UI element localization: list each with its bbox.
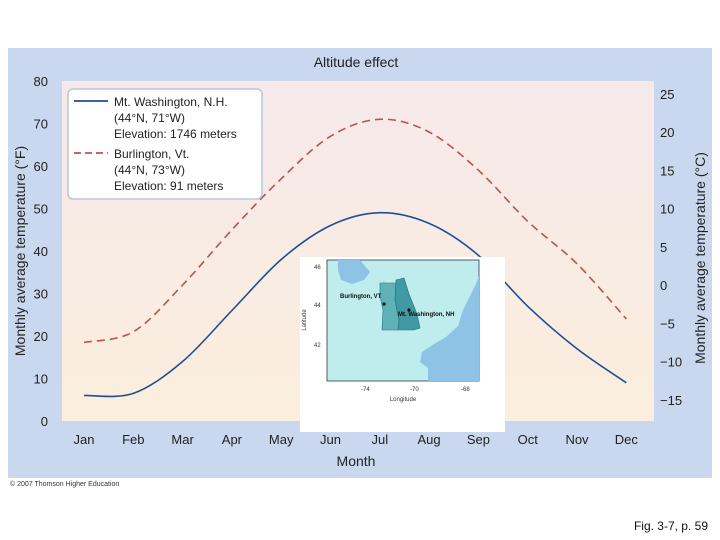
x-axis-label: Month <box>337 453 376 469</box>
legend-coords-burlington: (44°N, 73°W) <box>114 163 185 177</box>
x-tick-apr: Apr <box>222 432 243 447</box>
figure-panel: Altitude effect 0 10 20 30 40 50 60 70 80 −15 −10… <box>8 48 712 478</box>
y-tick-right-20: 20 <box>660 125 674 140</box>
legend-label-mt-washington: Mt. Washington, N.H. <box>114 95 228 109</box>
legend-elevation-burlington: Elevation: 91 meters <box>114 179 223 193</box>
inset-lon-tick-70: -70 <box>410 387 419 393</box>
inset-lat-label: Latitude <box>302 309 308 331</box>
inset-lat-tick-44: 44 <box>314 303 321 309</box>
x-tick-jun: Jun <box>320 432 341 447</box>
copyright-notice: © 2007 Thomson Higher Education <box>10 481 120 488</box>
y-tick-right-5: 5 <box>660 240 667 255</box>
x-tick-nov: Nov <box>565 432 589 447</box>
legend-label-burlington: Burlington, Vt. <box>114 147 189 161</box>
inset-lon-label: Longitude <box>390 397 417 403</box>
y-tick-left-70: 70 <box>34 117 48 132</box>
x-tick-sep: Sep <box>467 432 490 447</box>
y-tick-left-30: 30 <box>34 287 48 302</box>
x-tick-may: May <box>269 432 294 447</box>
inset-map-new-hampshire <box>394 277 421 331</box>
y-tick-left-50: 50 <box>34 202 48 217</box>
inset-map: Burlington, VT Mt. Washington, NH 46 44 … <box>300 257 505 432</box>
legend-elevation-mt-washington: Elevation: 1746 meters <box>114 127 237 141</box>
y-tick-right-0: 0 <box>660 278 667 293</box>
x-axis-ticks: Jan Feb Mar Apr May Jun Jul Aug Sep Oct Nov Dec <box>74 432 639 447</box>
x-tick-aug: Aug <box>418 432 441 447</box>
legend-coords-mt-washington: (44°N, 71°W) <box>114 111 185 125</box>
left-axis-ticks: 0 10 20 30 40 50 60 70 80 <box>34 74 48 429</box>
y-axis-label-right: Monthly average temperature (°C) <box>692 152 708 364</box>
y-tick-right-15: 15 <box>660 163 674 178</box>
x-tick-feb: Feb <box>122 432 144 447</box>
inset-lon-tick-68: -68 <box>461 387 470 393</box>
inset-map-lake <box>338 260 370 284</box>
y-tick-left-0: 0 <box>41 414 48 429</box>
inset-label-mt-washington: Mt. Washington, NH <box>398 312 454 318</box>
chart-title: Altitude effect <box>314 54 399 70</box>
x-tick-dec: Dec <box>615 432 639 447</box>
y-tick-left-60: 60 <box>34 159 48 174</box>
y-tick-left-80: 80 <box>34 74 48 89</box>
y-tick-right-25: 25 <box>660 87 674 102</box>
y-tick-left-10: 10 <box>34 372 48 387</box>
y-axis-label-left: Monthly average temperature (°F) <box>12 146 28 356</box>
y-tick-left-20: 20 <box>34 329 48 344</box>
burlington-marker <box>382 302 386 306</box>
x-tick-mar: Mar <box>171 432 194 447</box>
series-line-burlington <box>83 118 627 344</box>
inset-map-ocean <box>420 276 479 381</box>
y-tick-right-minus15: −15 <box>660 393 682 408</box>
y-tick-right-minus5: −5 <box>660 316 675 331</box>
x-tick-oct: Oct <box>518 432 539 447</box>
y-tick-right-10: 10 <box>660 202 674 217</box>
x-tick-jul: Jul <box>371 432 388 447</box>
legend: Mt. Washington, N.H. (44°N, 71°W) Elevat… <box>67 88 263 200</box>
y-tick-right-minus10: −10 <box>660 355 682 370</box>
x-tick-jan: Jan <box>74 432 95 447</box>
inset-lon-tick-74: -74 <box>361 387 370 393</box>
inset-lat-tick-42: 42 <box>314 343 321 349</box>
inset-lat-tick-46: 46 <box>314 265 321 271</box>
mt-washington-marker <box>407 308 411 312</box>
right-axis-ticks: −15 −10 −5 0 5 10 15 20 25 <box>660 87 682 408</box>
series-line-mt-washington <box>83 211 627 398</box>
y-tick-left-40: 40 <box>34 244 48 259</box>
figure-caption: Fig. 3-7, p. 59 <box>633 519 708 533</box>
inset-label-burlington: Burlington, VT <box>340 294 382 300</box>
